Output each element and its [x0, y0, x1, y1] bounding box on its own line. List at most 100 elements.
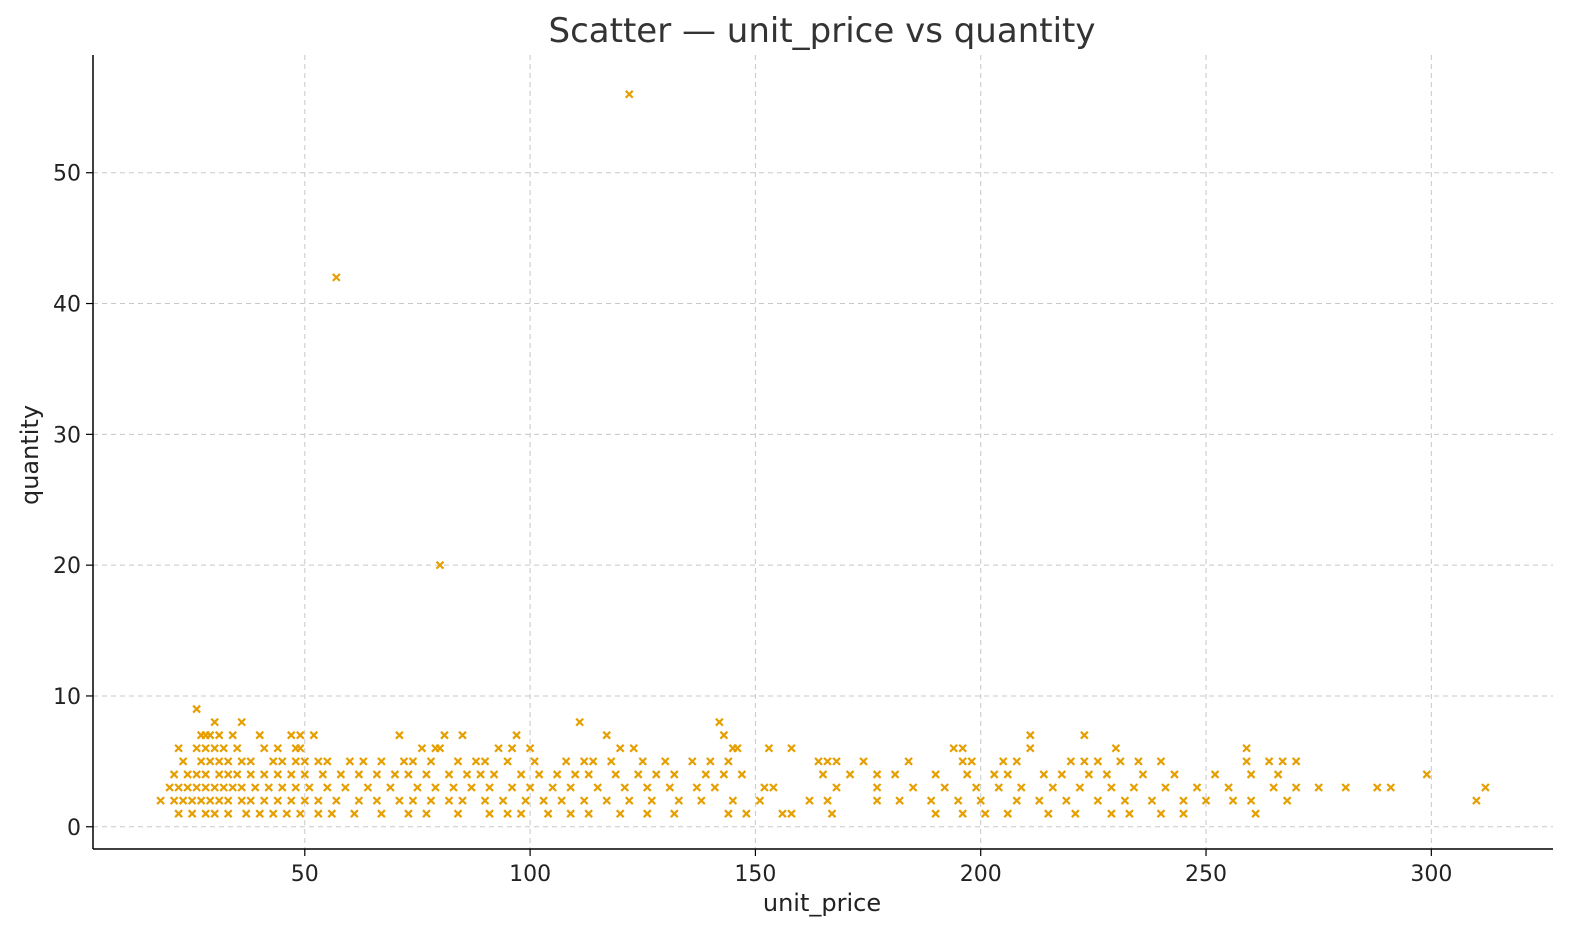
data-point [268, 757, 278, 766]
data-point [706, 757, 715, 766]
x-tick-label: 300 [1410, 862, 1452, 887]
x-tick-label: 50 [291, 862, 319, 887]
data-point [633, 770, 643, 779]
data-point [1125, 809, 1134, 818]
data-point [277, 783, 287, 792]
data-point [940, 783, 949, 792]
data-point [237, 796, 246, 805]
data-point [1102, 770, 1112, 779]
data-point [286, 730, 296, 740]
data-point [1161, 783, 1170, 792]
data-point [715, 717, 724, 727]
data-point [449, 783, 458, 792]
data-point [620, 783, 630, 792]
data-point [372, 770, 382, 779]
data-point [872, 770, 882, 779]
data-point [1093, 796, 1103, 805]
data-point [642, 809, 652, 818]
data-point [724, 757, 733, 766]
data-point [814, 757, 823, 766]
data-point [823, 757, 832, 766]
data-point [647, 796, 657, 805]
data-point [1210, 770, 1220, 779]
data-point [818, 770, 828, 779]
data-point [602, 796, 611, 805]
data-point [593, 783, 602, 792]
data-point [210, 744, 219, 753]
data-point [273, 744, 283, 753]
data-point [178, 796, 188, 805]
data-point [223, 757, 233, 766]
data-point [624, 796, 634, 805]
data-point [859, 757, 868, 766]
data-point [228, 730, 237, 740]
chart-title: Scatter — unit_price vs quantity [549, 11, 1096, 51]
data-point [931, 809, 940, 818]
data-point [1224, 783, 1233, 792]
data-point [431, 783, 440, 792]
data-point [300, 770, 310, 779]
data-point [958, 809, 967, 818]
data-point [300, 796, 310, 805]
data-point [413, 783, 422, 792]
data-point [958, 744, 967, 753]
data-point [467, 783, 476, 792]
data-point [156, 796, 165, 805]
data-point [259, 796, 269, 805]
data-point [480, 757, 490, 766]
data-point [958, 757, 967, 766]
data-point [661, 757, 670, 766]
data-point [737, 770, 747, 779]
data-point [300, 757, 310, 766]
data-point [1481, 783, 1490, 792]
data-point [323, 757, 332, 766]
data-point [201, 744, 210, 753]
data-point [1003, 809, 1013, 818]
data-point [453, 757, 463, 766]
data-point [354, 770, 364, 779]
data-point [832, 783, 841, 792]
data-point [192, 770, 201, 779]
data-point [872, 783, 882, 792]
data-point [1472, 796, 1481, 805]
data-point [286, 770, 296, 779]
data-point [552, 770, 562, 779]
data-point [503, 809, 512, 818]
data-point [377, 809, 386, 818]
data-point [273, 770, 283, 779]
data-point [1341, 783, 1350, 792]
data-point [485, 809, 494, 818]
data-point [350, 809, 359, 818]
data-point [314, 796, 323, 805]
data-point [205, 757, 215, 766]
data-point [291, 783, 301, 792]
data-point [539, 796, 548, 805]
data-point [246, 757, 255, 766]
data-point [210, 783, 219, 792]
data-point [1120, 796, 1130, 805]
data-point [512, 730, 521, 740]
axes-layer [92, 55, 1553, 850]
data-point [760, 783, 769, 792]
data-point [277, 757, 287, 766]
data-point [318, 770, 328, 779]
data-point [989, 770, 999, 779]
data-point [1147, 796, 1157, 805]
data-point [336, 770, 346, 779]
y-tick-label: 0 [67, 816, 81, 841]
data-point [692, 783, 702, 792]
data-point [219, 783, 228, 792]
data-point [201, 809, 210, 818]
data-point [255, 730, 265, 740]
data-point [250, 783, 260, 792]
data-point [579, 796, 589, 805]
data-point [223, 796, 233, 805]
data-point [210, 809, 219, 818]
data-point [422, 809, 431, 818]
data-point [219, 744, 228, 753]
data-point [1242, 757, 1251, 766]
data-point [525, 744, 535, 753]
data-point [994, 783, 1004, 792]
data-point [805, 796, 814, 805]
